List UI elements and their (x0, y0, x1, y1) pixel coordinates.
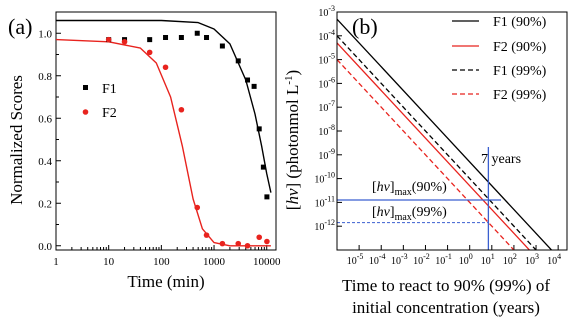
b-y-tick-label: 10-4 (318, 28, 335, 43)
fit-curve-f2 (55, 38, 271, 247)
b-x-tick-label: 104 (547, 252, 561, 267)
panel-a-plot-frame (55, 11, 277, 251)
a-x-tick-label: 100 (153, 256, 170, 268)
b-x-tick-label: 100 (459, 252, 473, 267)
a-y-tick-label: 0.4 (38, 156, 52, 168)
data-point-f2 (105, 36, 112, 43)
data-point-f1 (256, 126, 262, 132)
a-y-tick-label: 0.0 (38, 241, 52, 253)
data-point-f2 (244, 242, 251, 249)
b-y-tick-label: 10-3 (318, 4, 335, 19)
legend-marker-f1 (83, 85, 88, 90)
a-y-tick-label: 1.0 (38, 28, 52, 40)
data-point-f1 (178, 35, 184, 40)
b-y-tick-label: 10-8 (318, 123, 335, 138)
legend-label-f1: F1 (102, 82, 117, 97)
legend-label-f2: F2 (102, 106, 117, 121)
b-x-tick-label: 10-1 (435, 252, 452, 267)
b-x-tick-label: 10-3 (391, 252, 408, 267)
legend-label-f2-90: F2 (90%) (493, 40, 547, 55)
series-line-f2-99 (337, 59, 515, 250)
data-point-f1 (147, 37, 153, 43)
a-x-tick-label: 1000 (203, 256, 226, 268)
data-point-f2 (219, 240, 226, 247)
data-point-f1 (260, 164, 266, 170)
b-y-tick-label: 10-7 (318, 99, 335, 114)
b-x-tick-label: 10-2 (413, 252, 430, 267)
b-x-tick-label: 103 (525, 252, 539, 267)
panel-a-x-axis-label: Time (min) (127, 272, 204, 291)
panel-b-y-axis-label: [hv] (photonmol L-1) (283, 70, 302, 210)
b-x-tick-label: 10-5 (347, 252, 364, 267)
a-y-tick-label: 0.8 (38, 71, 52, 83)
b-y-tick-label: 10-12 (314, 218, 335, 233)
b-y-tick-label: 10-9 (318, 147, 335, 162)
data-point-f2 (178, 106, 185, 113)
legend-label-f1-99: F1 (99%) (493, 64, 547, 79)
data-point-f1 (219, 43, 225, 49)
a-x-tick-label: 10000 (253, 256, 281, 268)
b-y-tick-label: 10-11 (315, 194, 335, 209)
data-point-f2 (146, 49, 153, 56)
a-x-tick-label: 10 (103, 256, 115, 268)
series-line-f1-99 (337, 35, 537, 250)
legend-label-f1-90: F1 (90%) (493, 15, 547, 30)
data-point-f1 (194, 30, 200, 36)
b-y-tick-label: 10-10 (314, 171, 335, 186)
series-line-f1-90 (337, 18, 553, 250)
b-x-tick-label: 101 (481, 252, 495, 267)
panel-a-fits (55, 19, 272, 247)
data-point-f2 (162, 64, 169, 71)
data-point-f2 (203, 232, 210, 238)
data-point-f1 (245, 77, 251, 83)
panel-a-ticks: 1 10 100 1000 10000 0.0 0.2 0.4 0.6 0.8 1.0 (38, 28, 281, 268)
panel-b-guides (337, 147, 501, 250)
panel-b-x-axis-label-line-1: Time to react to 90% (99%) of (342, 276, 550, 295)
series-line-f2-90 (337, 42, 531, 250)
b-y-tick-label: 10-5 (318, 52, 335, 67)
panel-b-lines (337, 18, 553, 250)
data-point-f2 (256, 234, 263, 241)
a-y-tick-label: 0.2 (38, 198, 52, 210)
fit-curve-f1 (56, 19, 272, 193)
b-x-tick-label: 10-4 (369, 252, 386, 267)
data-point-f1 (264, 194, 270, 200)
data-point-f2 (194, 204, 201, 211)
a-x-tick-label: 1 (53, 256, 59, 268)
annotation-seven-years: 7 years (481, 152, 521, 167)
b-y-tick-label: 10-6 (318, 75, 335, 90)
legend-marker-f2 (82, 109, 89, 115)
data-point-f1 (204, 35, 210, 40)
panel-b-label: (b) (352, 14, 378, 39)
panel-b-plot-frame (336, 11, 568, 251)
panel-a-legend: F1 F2 (82, 82, 117, 121)
panel-a-label: (a) (8, 14, 32, 39)
data-point-f1 (251, 83, 257, 89)
data-point-f1 (163, 35, 169, 40)
panel-b-x-axis-label-line-2: initial concentration (years) (352, 298, 540, 317)
data-point-f2 (264, 238, 270, 245)
annotation-hv-max-90: [hv]max(90%) (372, 180, 447, 198)
panel-b-legend: F1 (90%) F2 (90%) F1 (99%) F2 (99%) (452, 15, 547, 103)
annotation-hv-max-99: [hv]max(99%) (372, 205, 447, 223)
panel-a-y-axis-label: Normalized Scores (7, 75, 26, 205)
panel-b: (b) 10-5 10-4 10-3 10-2 10-1 100 101 102 103 104 1… (283, 4, 568, 317)
data-point-f1 (235, 58, 241, 64)
data-point-f2 (121, 38, 128, 45)
panel-a: (a) 1 10 100 1000 10000 0.0 0.2 0.4 0.6 0.8 1.0 F1… (7, 11, 281, 291)
panel-a-points (105, 30, 270, 249)
data-point-f2 (235, 240, 242, 247)
a-y-tick-label: 0.6 (38, 113, 52, 125)
b-x-tick-label: 102 (503, 252, 517, 267)
legend-label-f2-99: F2 (99%) (493, 88, 547, 103)
